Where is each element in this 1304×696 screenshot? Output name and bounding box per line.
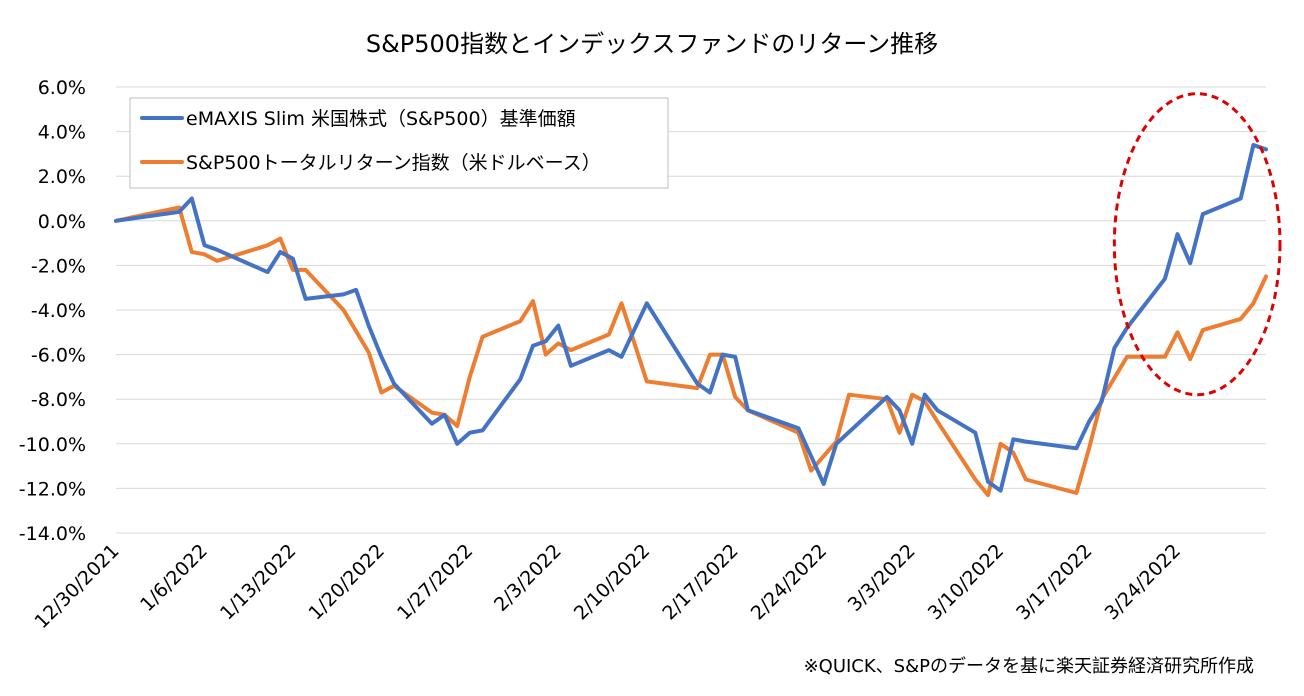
x-tick-label: 2/24/2022 <box>747 540 831 624</box>
y-tick-label: 2.0% <box>38 166 86 188</box>
series-group <box>114 143 1268 498</box>
x-tick-label: 2/10/2022 <box>570 540 654 624</box>
y-tick-label: -10.0% <box>19 434 86 456</box>
highlight-ellipse <box>1112 92 1282 397</box>
chart-title: S&P500指数とインデックスファンドのリターン推移 <box>366 30 938 58</box>
y-tick-label: -6.0% <box>31 345 86 367</box>
legend-box <box>129 97 669 189</box>
legend-label-emaxis: eMAXIS Slim 米国株式（S&P500）基準価額 <box>186 108 576 130</box>
y-tick-label: 4.0% <box>38 122 86 144</box>
legend: eMAXIS Slim 米国株式（S&P500）基準価額 S&P500トータルリ… <box>129 97 669 189</box>
y-tick-label: 0.0% <box>38 211 86 233</box>
x-tick-label: 3/24/2022 <box>1101 540 1185 624</box>
series-line-0 <box>114 143 1268 493</box>
source-note: ※QUICK、S&Pのデータを基に楽天証券経済研究所作成 <box>804 656 1254 677</box>
y-axis-ticks: 6.0% 4.0% 2.0% 0.0% -2.0% -4.0% -6.0% -8.0% -10.… <box>19 77 86 545</box>
y-tick-label: -4.0% <box>31 300 86 322</box>
series-line-1 <box>114 205 1268 498</box>
x-tick-label: 1/6/2022 <box>136 540 212 616</box>
y-tick-label: -12.0% <box>19 478 86 500</box>
legend-label-sp500tr: S&P500トータルリターン指数（米ドルベース） <box>186 152 601 174</box>
x-tick-label: 2/3/2022 <box>490 540 566 616</box>
x-tick-label: 1/27/2022 <box>393 540 477 624</box>
y-tick-label: 6.0% <box>38 77 86 99</box>
y-tick-label: -2.0% <box>31 255 86 277</box>
x-tick-label: 12/30/2021 <box>31 540 124 633</box>
x-tick-label: 2/17/2022 <box>658 540 742 624</box>
y-tick-label: -14.0% <box>19 523 86 545</box>
x-tick-label: 3/3/2022 <box>844 540 920 616</box>
x-tick-label: 1/13/2022 <box>216 540 300 624</box>
y-tick-label: -8.0% <box>31 389 86 411</box>
x-axis-ticks: 12/30/2021 1/6/2022 1/13/2022 1/20/2022 1/27… <box>31 540 1186 633</box>
x-tick-label: 3/10/2022 <box>924 540 1008 624</box>
x-tick-label: 3/17/2022 <box>1012 540 1096 624</box>
highlight-ellipse-group <box>1112 92 1282 397</box>
x-tick-label: 1/20/2022 <box>304 540 388 624</box>
